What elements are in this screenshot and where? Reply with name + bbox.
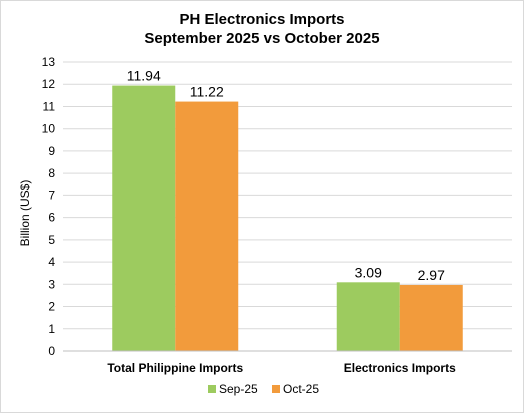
y-tick-label: 12: [42, 77, 56, 91]
legend: Sep-25 Oct-25: [208, 382, 319, 396]
bar-oct-25-electronics: [399, 284, 463, 351]
data-label: 11.94: [127, 68, 161, 84]
y-tick-label: 4: [48, 255, 55, 269]
y-axis-title: Billion (US$): [18, 180, 32, 247]
legend-label: Oct-25: [283, 382, 319, 396]
chart-subtitle: September 2025 vs October 2025: [144, 30, 379, 47]
bar-oct-25-total: [175, 101, 239, 351]
y-tick-label: 9: [48, 144, 55, 158]
bar-sep-25-electronics: [336, 282, 400, 351]
legend-swatch-sep-25: [208, 385, 216, 393]
y-tick-label: 7: [48, 188, 55, 202]
x-axis-categories: Total Philippine Imports Electronics Impo…: [107, 361, 456, 375]
data-label: 2.97: [418, 267, 445, 283]
y-tick-label: 2: [48, 300, 55, 314]
legend-label: Sep-25: [219, 382, 258, 396]
y-tick-label: 13: [42, 55, 56, 69]
y-tick-label: 3: [48, 277, 55, 291]
y-tick-label: 5: [48, 233, 55, 247]
legend-swatch-oct-25: [272, 385, 280, 393]
y-tick-label: 6: [48, 211, 55, 225]
y-tick-label: 1: [48, 322, 55, 336]
x-category-label: Electronics Imports: [344, 361, 456, 375]
data-label: 3.09: [355, 264, 382, 280]
y-tick-label: 0: [48, 344, 55, 358]
bars: [112, 85, 463, 352]
y-tick-label: 8: [48, 166, 55, 180]
y-tick-label: 11: [43, 99, 56, 113]
bar-sep-25-total: [112, 85, 176, 352]
x-category-label: Total Philippine Imports: [107, 361, 243, 375]
chart-title: PH Electronics Imports: [179, 11, 344, 28]
data-labels: 11.94 11.22 3.09 2.97: [127, 68, 445, 283]
data-label: 11.22: [190, 84, 224, 100]
y-tick-label: 10: [42, 122, 56, 136]
